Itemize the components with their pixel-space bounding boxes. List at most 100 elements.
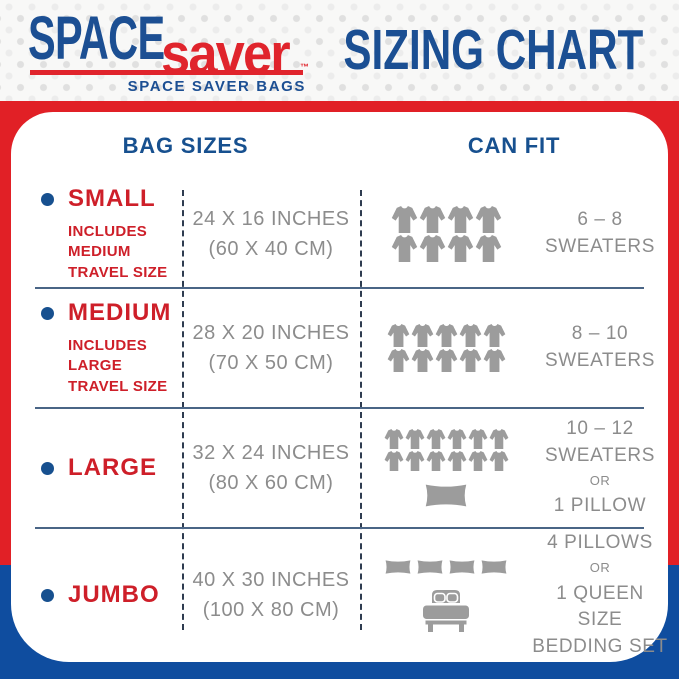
dimensions-cell: 40 X 30 INCHES (100 X 80 CM) bbox=[182, 528, 360, 662]
capacity-main-text: 8 – 10 SWEATERS bbox=[544, 323, 655, 371]
sweater-icon-row bbox=[390, 205, 502, 234]
capacity-icons-cell bbox=[360, 180, 532, 288]
logo-underline bbox=[30, 70, 303, 75]
bag-name-cell: JUMBO bbox=[11, 528, 182, 662]
sweater-icon bbox=[411, 323, 434, 348]
table-row-small: SMALL INCLUDES MEDIUM TRAVEL SIZE 24 X 1… bbox=[11, 180, 668, 288]
sweater-icon bbox=[426, 428, 446, 450]
sweater-icon bbox=[468, 428, 488, 450]
dashed-separator-right bbox=[360, 190, 362, 630]
sweater-icon bbox=[459, 323, 482, 348]
bag-size-note: INCLUDES LARGE TRAVEL SIZE bbox=[68, 337, 168, 395]
pillow-icon bbox=[480, 558, 508, 576]
capacity-text-cell: 10 – 12 SWEATERS OR 1 PILLOW bbox=[532, 408, 668, 528]
sweater-icon bbox=[459, 348, 482, 373]
bullet-icon bbox=[41, 588, 54, 602]
bed-icon-row bbox=[418, 589, 475, 633]
column-headers: BAG SIZES CAN FIT bbox=[11, 112, 668, 180]
sweater-icon bbox=[435, 348, 458, 373]
pillow-icon bbox=[423, 482, 469, 509]
pillow-icon-row bbox=[382, 558, 510, 576]
pillow-icon bbox=[384, 558, 412, 576]
brand-logo: SPACE saver ™ SPACE SAVER BAGS bbox=[28, 4, 318, 96]
capacity-text-cell: 8 – 10 SWEATERS bbox=[532, 288, 668, 408]
trademark-symbol: ™ bbox=[300, 62, 309, 72]
logo-tagline: SPACE SAVER BAGS bbox=[127, 78, 306, 95]
pillow-icon-row bbox=[423, 482, 470, 509]
capacity-main-text: 10 – 12 SWEATERS bbox=[544, 418, 655, 466]
capacity-main-text: 6 – 8 SWEATERS bbox=[544, 209, 655, 257]
dimensions-inches: 28 X 20 INCHES bbox=[192, 322, 350, 344]
sweater-icon-row bbox=[386, 348, 506, 373]
dimensions-inches: 40 X 30 INCHES bbox=[192, 569, 350, 591]
bag-size-note: INCLUDES MEDIUM TRAVEL SIZE bbox=[68, 223, 168, 281]
sweater-icon bbox=[447, 450, 467, 472]
sizing-chart-card: BAG SIZES CAN FIT SMALL INCLUDES MEDIUM … bbox=[11, 112, 668, 662]
sweater-icon bbox=[475, 234, 502, 263]
dimensions-inches: 24 X 16 INCHES bbox=[192, 208, 350, 230]
capacity-alt-text: 1 PILLOW bbox=[553, 495, 647, 517]
dimensions-cm: (60 X 40 CM) bbox=[208, 238, 334, 260]
capacity-or-text: OR bbox=[589, 473, 611, 489]
sweater-icon-row bbox=[383, 428, 509, 450]
capacity-icons-cell bbox=[360, 408, 532, 528]
bag-size-label: JUMBO bbox=[68, 581, 160, 608]
sweater-icon bbox=[475, 205, 502, 234]
table-row-large: LARGE 32 X 24 INCHES (80 X 60 CM) 10 – 1… bbox=[11, 407, 668, 528]
sweater-icon bbox=[447, 234, 474, 263]
dimensions-cell: 32 X 24 INCHES (80 X 60 CM) bbox=[182, 408, 360, 528]
dimensions-cm: (80 X 60 CM) bbox=[208, 472, 334, 494]
capacity-icons-cell bbox=[360, 528, 532, 662]
bag-size-label: SMALL bbox=[68, 185, 156, 213]
bag-size-label: LARGE bbox=[68, 454, 157, 481]
bag-name-cell: LARGE bbox=[11, 408, 182, 528]
sweater-icon-row bbox=[383, 450, 509, 472]
pillow-icon bbox=[448, 558, 476, 576]
table-row-medium: MEDIUM INCLUDES LARGE TRAVEL SIZE 28 X 2… bbox=[11, 287, 668, 408]
sweater-icon-row bbox=[386, 323, 506, 348]
sweater-icon bbox=[384, 428, 404, 450]
bullet-icon bbox=[41, 192, 54, 206]
bullet-icon bbox=[41, 306, 54, 320]
capacity-main-text: 4 PILLOWS bbox=[547, 531, 653, 553]
capacity-alt-text: 1 QUEEN SIZE BEDDING SET bbox=[532, 582, 668, 657]
sweater-icon bbox=[447, 428, 467, 450]
dimensions-cm: (100 X 80 CM) bbox=[202, 599, 340, 621]
sweater-icon bbox=[387, 323, 410, 348]
sweater-icon bbox=[435, 323, 458, 348]
logo-saver-text: saver bbox=[161, 22, 291, 86]
sweater-icon bbox=[483, 348, 506, 373]
sweater-icon bbox=[483, 323, 506, 348]
dimensions-cell: 24 X 16 INCHES (60 X 40 CM) bbox=[182, 180, 360, 288]
sweater-icon bbox=[447, 205, 474, 234]
dotted-header-background bbox=[0, 0, 679, 101]
table-rows: SMALL INCLUDES MEDIUM TRAVEL SIZE 24 X 1… bbox=[11, 180, 668, 662]
sweater-icon bbox=[405, 450, 425, 472]
sweater-icon-row bbox=[390, 234, 502, 263]
sweater-icon bbox=[384, 450, 404, 472]
sweater-icon bbox=[489, 450, 509, 472]
sweater-icon bbox=[411, 348, 434, 373]
dashed-separator-left bbox=[182, 190, 184, 630]
bag-name-cell: MEDIUM INCLUDES LARGE TRAVEL SIZE bbox=[11, 288, 182, 408]
sweater-icon bbox=[489, 428, 509, 450]
sweater-icon bbox=[391, 234, 418, 263]
capacity-text-cell: 4 PILLOWS OR 1 QUEEN SIZE BEDDING SET bbox=[532, 528, 668, 662]
sweater-icon bbox=[426, 450, 446, 472]
bullet-icon bbox=[41, 461, 54, 475]
sweater-icon bbox=[419, 234, 446, 263]
pillow-icon bbox=[416, 558, 444, 576]
sweater-icon bbox=[468, 450, 488, 472]
can-fit-header: CAN FIT bbox=[467, 133, 561, 158]
sweater-icon bbox=[405, 428, 425, 450]
bag-size-label: MEDIUM bbox=[68, 299, 172, 327]
logo-space-text: SPACE bbox=[28, 4, 165, 72]
dimensions-inches: 32 X 24 INCHES bbox=[192, 442, 350, 464]
capacity-text-cell: 6 – 8 SWEATERS bbox=[532, 180, 668, 288]
bed-icon bbox=[418, 589, 474, 633]
dimensions-cm: (70 X 50 CM) bbox=[208, 352, 334, 374]
page-title: SIZING CHART bbox=[343, 18, 643, 82]
dimensions-cell: 28 X 20 INCHES (70 X 50 CM) bbox=[182, 288, 360, 408]
sweater-icon bbox=[419, 205, 446, 234]
capacity-or-text: OR bbox=[589, 560, 611, 576]
